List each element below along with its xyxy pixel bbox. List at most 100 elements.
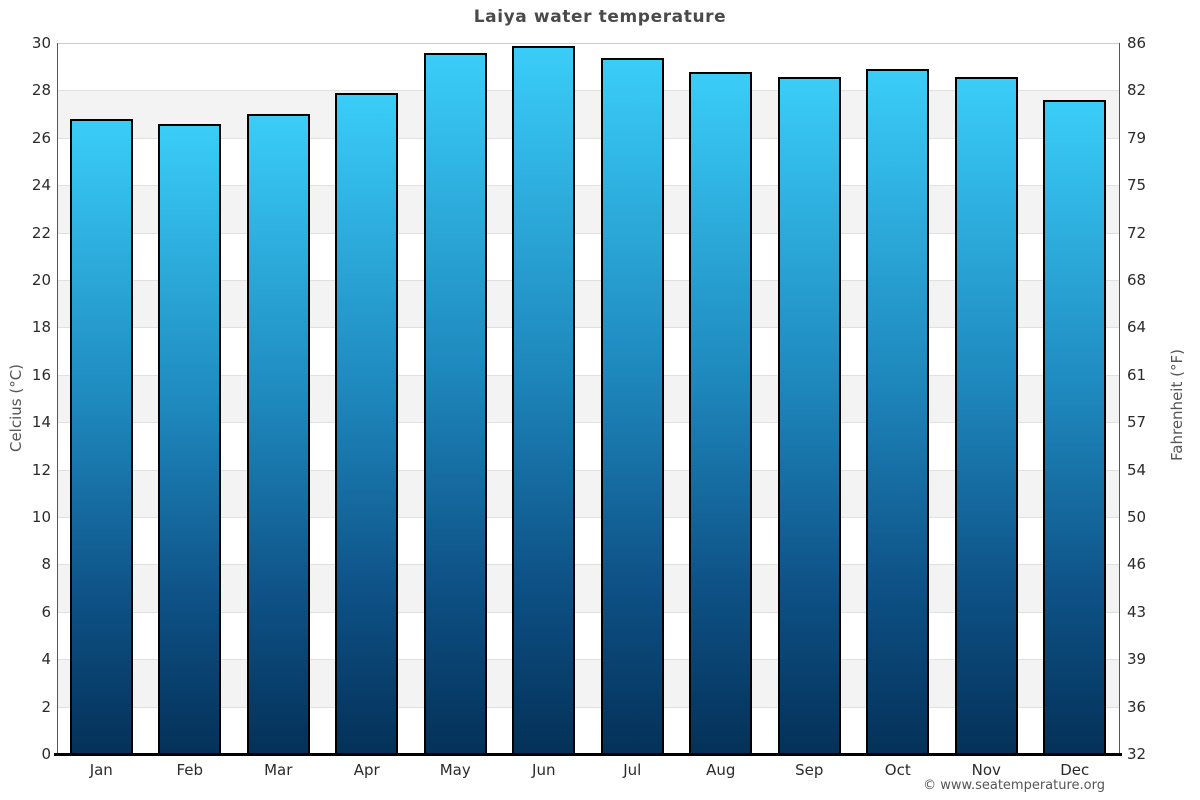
bar-jul[interactable] (600, 57, 664, 754)
fahrenheit-tick-labels: 32 36 39 43 46 50 54 57 61 64 68 72 75 79 82 86 (1127, 34, 1187, 763)
gridline (57, 564, 1119, 566)
gridline (57, 185, 1119, 187)
fahrenheit-tick-54: 54 (1127, 460, 1147, 479)
bar-slot (323, 43, 412, 754)
bar-slot (677, 43, 766, 754)
celsius-tick-14: 14 (31, 413, 51, 432)
fahrenheit-tick-64: 64 (1127, 318, 1147, 337)
month-label-may: May (439, 761, 471, 779)
celsius-tick-labels: 0 2 4 6 8 10 12 14 16 18 20 22 24 26 28 30 (0, 34, 51, 763)
bar-slot (234, 43, 323, 754)
gridline (57, 517, 1119, 518)
gridline (57, 232, 1119, 234)
gridline (57, 469, 1119, 471)
left-axis-spine (57, 43, 58, 754)
celsius-tick-18: 18 (31, 318, 51, 337)
bar-slot (500, 43, 589, 754)
celsius-tick-16: 16 (31, 365, 51, 384)
gridline (57, 280, 1119, 281)
bar-oct[interactable] (866, 69, 930, 754)
month-label-oct: Oct (884, 761, 911, 779)
grid-band (57, 517, 1119, 565)
fahrenheit-tick-46: 46 (1127, 555, 1147, 574)
fahrenheit-tick-32: 32 (1127, 745, 1147, 763)
grid-band (57, 327, 1119, 375)
bar-aug[interactable] (689, 71, 753, 754)
month-label-apr: Apr (353, 761, 380, 779)
bar-nov[interactable] (954, 76, 1018, 754)
bar-slot (942, 43, 1031, 754)
celsius-tick-6: 6 (41, 602, 51, 621)
grid-band (57, 374, 1119, 423)
month-label-dec: Dec (1060, 761, 1090, 779)
celsius-tick-28: 28 (31, 81, 51, 100)
gridline (57, 611, 1119, 613)
month-label-jul: Jul (623, 761, 642, 779)
month-label-jan: Jan (89, 761, 113, 779)
fahrenheit-tick-72: 72 (1127, 223, 1147, 242)
month-label-aug: Aug (706, 761, 736, 779)
fahrenheit-tick-43: 43 (1127, 602, 1147, 621)
grid-band (57, 564, 1119, 612)
plot-area (57, 43, 1119, 754)
bar-slot (1031, 43, 1120, 754)
month-label-feb: Feb (176, 761, 204, 779)
celsius-tick-10: 10 (31, 508, 51, 526)
gridline (57, 706, 1119, 708)
fahrenheit-tick-61: 61 (1127, 365, 1147, 384)
fahrenheit-tick-57: 57 (1127, 413, 1147, 432)
bar-slot (854, 43, 943, 754)
grid-band (57, 469, 1119, 517)
celsius-tick-4: 4 (41, 650, 51, 669)
bar-may[interactable] (423, 52, 487, 754)
grid-band (57, 659, 1119, 707)
bar-jan[interactable] (69, 119, 133, 754)
celsius-tick-24: 24 (31, 176, 51, 195)
fahrenheit-tick-86: 86 (1127, 34, 1147, 52)
grid-band (57, 706, 1119, 754)
bar-slot (411, 43, 500, 754)
month-label-jun: Jun (532, 761, 556, 779)
celsius-tick-20: 20 (31, 271, 51, 289)
grid-band (57, 422, 1119, 470)
fahrenheit-tick-68: 68 (1127, 271, 1147, 289)
gridline (57, 43, 1119, 44)
celsius-tick-26: 26 (31, 128, 51, 147)
fahrenheit-tick-79: 79 (1127, 128, 1147, 147)
grid-band (57, 280, 1119, 328)
celsius-tick-2: 2 (41, 697, 51, 716)
grid-band (57, 232, 1119, 280)
gridline (57, 327, 1119, 329)
bar-series (57, 43, 1119, 754)
gridline (57, 137, 1119, 139)
bar-slot (146, 43, 235, 754)
bar-slot (57, 43, 146, 754)
month-label-nov: Nov (971, 761, 1001, 779)
grid-band (57, 611, 1119, 660)
bar-sep[interactable] (777, 76, 841, 754)
celsius-tick-12: 12 (31, 460, 51, 479)
fahrenheit-tick-50: 50 (1127, 508, 1147, 526)
bar-feb[interactable] (158, 123, 222, 754)
bar-dec[interactable] (1043, 100, 1107, 754)
chart-title: Laiya water temperature (473, 7, 727, 27)
grid-band (57, 185, 1119, 233)
bar-apr[interactable] (335, 93, 399, 754)
bar-slot (765, 43, 854, 754)
gridline (57, 374, 1119, 376)
copyright-link[interactable]: © www.seatemperature.org (923, 778, 1105, 793)
gridline (57, 422, 1119, 424)
fahrenheit-tick-75: 75 (1127, 176, 1147, 195)
gridline (57, 659, 1119, 661)
bar-jun[interactable] (512, 45, 576, 754)
bar-slot (588, 43, 677, 754)
celsius-tick-30: 30 (31, 34, 51, 52)
celsius-tick-22: 22 (31, 223, 51, 242)
bar-mar[interactable] (246, 114, 310, 754)
fahrenheit-tick-36: 36 (1127, 697, 1147, 716)
month-label-sep: Sep (795, 761, 824, 779)
right-axis-spine (1119, 43, 1120, 754)
gridline (57, 90, 1119, 92)
grid-band (57, 90, 1119, 138)
